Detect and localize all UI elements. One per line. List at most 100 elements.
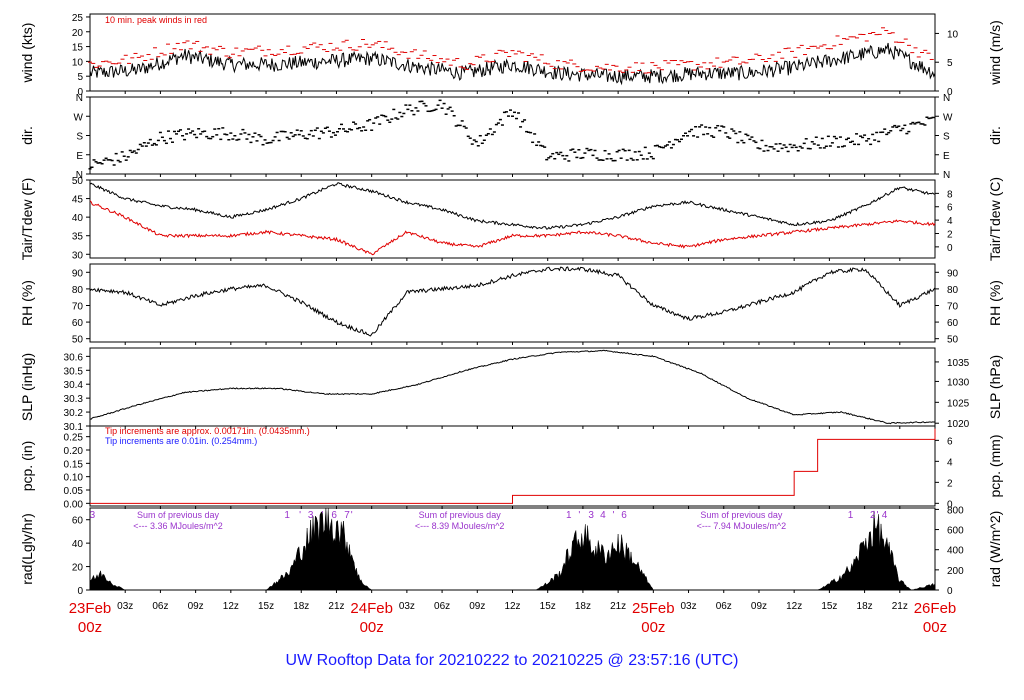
rad-top-mark: 3 xyxy=(90,510,96,521)
slp-right-tick-label: 1035 xyxy=(947,358,970,369)
temp-right-tick-label: 8 xyxy=(947,189,953,200)
hour-label: 06z xyxy=(716,601,732,612)
panel-slp: SLP (inHg) SLP (hPa) 30.1 30.2 30.3 30.4 30.5 3… xyxy=(19,347,1003,433)
wind-series-wind-speed xyxy=(89,42,936,86)
day-hour-label: 00z xyxy=(78,619,102,636)
wind-frame xyxy=(89,13,936,92)
rad-right-tick-label: 400 xyxy=(947,546,964,557)
slp-left-tick-label: 30.5 xyxy=(64,366,84,377)
rh-left-tick-label: 70 xyxy=(72,301,84,312)
rad-left-tick-label: 20 xyxy=(72,563,84,574)
pcp-left-tick-label: 0.15 xyxy=(64,459,84,470)
rad-right-tick-label: 0 xyxy=(947,586,953,597)
temp-series-tdew xyxy=(89,200,936,256)
pcp-right-tick-label: 2 xyxy=(947,478,953,489)
hour-label: 06z xyxy=(434,601,450,612)
rh-ylabel-left: RH (%) xyxy=(19,280,35,326)
rad-top-mark: 6 xyxy=(331,510,337,521)
pcp-ylabel-right: pcp. (mm) xyxy=(987,435,1003,498)
rad-right-tick-label: 600 xyxy=(947,526,964,537)
wind-right-tick-label: 10 xyxy=(947,29,959,40)
day-hour-label: 00z xyxy=(641,619,665,636)
day-label: 26Feb xyxy=(914,600,957,617)
rad-note-title: Sum of previous day xyxy=(419,510,502,520)
rad-ylabel-left: rad(Lgly/hr) xyxy=(19,513,35,585)
rad-top-mark: 4 xyxy=(600,510,606,521)
slp-series-slp xyxy=(89,349,935,425)
wind-ylabel-left: wind (kts) xyxy=(19,23,35,84)
pcp-right-tick-label: 0 xyxy=(947,499,953,510)
temp-left-tick-label: 40 xyxy=(72,213,84,224)
hour-label: 09z xyxy=(469,601,485,612)
rad-right-tick-label: 200 xyxy=(947,566,964,577)
hour-label: 21z xyxy=(610,601,626,612)
day-label: 25Feb xyxy=(632,600,675,617)
wind-annotation: 10 min. peak winds in red xyxy=(105,15,207,25)
wind-ylabel-right: wind (m/s) xyxy=(987,20,1003,86)
rh-left-tick-label: 50 xyxy=(72,335,84,346)
rad-left-tick-label: 40 xyxy=(72,539,84,550)
hour-label: 09z xyxy=(188,601,204,612)
rad-right-tick-label: 800 xyxy=(947,505,964,516)
day-label: 23Feb xyxy=(69,600,112,617)
dir-left-tick-label: N xyxy=(76,170,83,181)
rad-note-sum: <--- 8.39 MJoules/m^2 xyxy=(415,521,505,531)
slp-left-tick-label: 30.1 xyxy=(64,422,84,433)
hour-label: 18z xyxy=(293,601,309,612)
rh-right-tick-label: 60 xyxy=(947,318,959,329)
hour-label: 03z xyxy=(680,601,696,612)
temp-left-tick-label: 30 xyxy=(72,250,84,261)
dir-right-tick-label: S xyxy=(943,132,950,143)
hour-label: 06z xyxy=(152,601,168,612)
temp-ylabel-right: Tair/Tdew (C) xyxy=(987,177,1003,261)
rad-note-sum: <--- 7.94 MJoules/m^2 xyxy=(697,521,787,531)
rh-left-tick-label: 80 xyxy=(72,285,84,296)
rad-top-mark: 1 xyxy=(848,510,854,521)
chart-title: UW Rooftop Data for 20210222 to 20210225… xyxy=(286,652,739,669)
hour-label: 15z xyxy=(540,601,556,612)
dir-ylabel-right: dir. xyxy=(987,126,1003,145)
slp-right-tick-label: 1020 xyxy=(947,419,970,430)
time-axis: 03z 06z 09z 12z 15z 18z 21z 03z 06z 09z 12z 15z 18z 2… xyxy=(69,600,957,636)
pcp-right-tick-label: 4 xyxy=(947,457,953,468)
slp-left-tick-label: 30.6 xyxy=(64,352,84,363)
rad-top-mark: 1 xyxy=(284,510,290,521)
dir-right-tick-label: N xyxy=(943,170,950,181)
hour-label: 09z xyxy=(751,601,767,612)
hour-label: 12z xyxy=(786,601,802,612)
temp-right-tick-label: 4 xyxy=(947,216,953,227)
wind-left-tick-label: 15 xyxy=(72,43,84,54)
wind-left-tick-label: 25 xyxy=(72,13,84,24)
wind-left-tick-label: 20 xyxy=(72,28,84,39)
rad-top-mark: ' xyxy=(351,510,353,521)
rad-top-mark: 3 xyxy=(308,510,314,521)
rh-left-tick-label: 60 xyxy=(72,318,84,329)
slp-ylabel-right: SLP (hPa) xyxy=(987,355,1003,419)
wind-right-tick-label: 0 xyxy=(947,87,953,98)
pcp-right-tick-label: 6 xyxy=(947,436,953,447)
slp-right-tick-label: 1025 xyxy=(947,398,970,409)
rh-left-tick-label: 90 xyxy=(72,268,84,279)
temp-left-tick-label: 45 xyxy=(72,195,84,206)
pcp-series-line xyxy=(90,428,936,504)
temp-right-tick-label: 6 xyxy=(947,203,953,214)
panel-temp: Tair/Tdew (F) Tair/Tdew (C) 30 35 40 45 50 0 2 4 6… xyxy=(19,176,1003,261)
dir-ylabel-left: dir. xyxy=(19,126,35,145)
rad-top-mark: 1 xyxy=(566,510,572,521)
rh-right-tick-label: 90 xyxy=(947,268,959,279)
wind-left-tick-label: 10 xyxy=(72,57,84,68)
dir-left-tick-label: W xyxy=(74,112,84,123)
pcp-left-tick-label: 0.10 xyxy=(64,473,84,484)
pcp-left-tick-label: 0.00 xyxy=(64,499,84,510)
rad-top-mark: ' xyxy=(321,510,323,521)
rh-right-tick-label: 80 xyxy=(947,285,959,296)
rad-area xyxy=(89,507,936,591)
rad-top-mark: ' xyxy=(877,510,879,521)
panel-rh: RH (%) RH (%) 50 60 70 80 90 50 60 70 80 90 xyxy=(19,263,1003,346)
rh-series-rh xyxy=(89,266,936,337)
rh-ylabel-right: RH (%) xyxy=(987,280,1003,326)
hour-label: 18z xyxy=(575,601,591,612)
temp-right-tick-label: 0 xyxy=(947,243,953,254)
temp-right-tick-label: 2 xyxy=(947,229,953,240)
